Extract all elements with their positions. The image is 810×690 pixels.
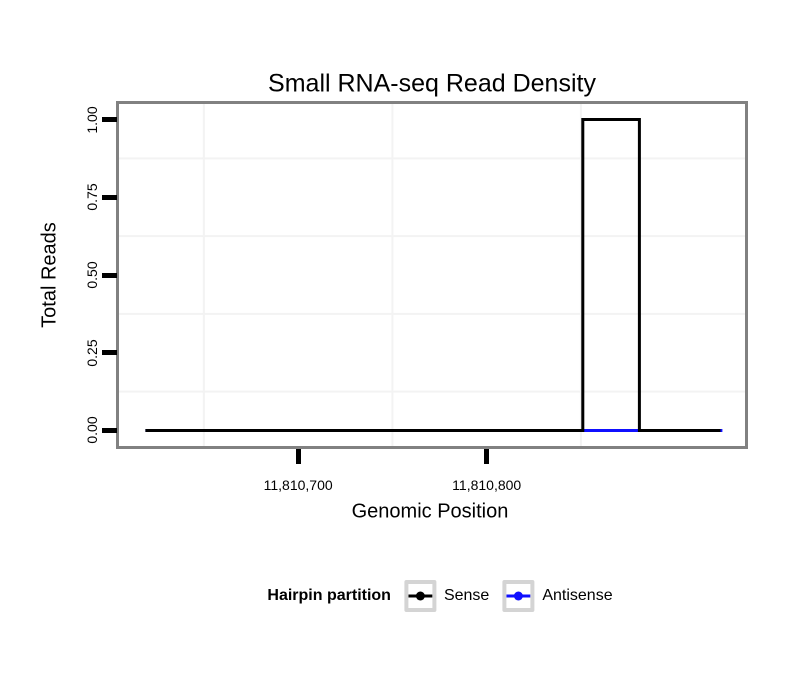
y-tick-mark bbox=[102, 117, 117, 123]
chart-title: Small RNA-seq Read Density bbox=[268, 69, 596, 98]
y-tick-label: 1.00 bbox=[84, 105, 100, 134]
legend-entry-sense: Sense bbox=[403, 580, 490, 612]
y-tick-mark bbox=[102, 194, 117, 200]
antisense-line-point-key-icon bbox=[502, 580, 535, 612]
y-tick-label: 0.75 bbox=[84, 183, 100, 211]
legend-label-sense: Sense bbox=[443, 587, 490, 604]
y-tick-mark bbox=[102, 350, 117, 356]
x-tick-label: 11,810,700 bbox=[263, 477, 333, 493]
x-tick-label: 11,810,800 bbox=[452, 477, 522, 493]
y-tick-mark bbox=[102, 272, 117, 278]
y-tick-label: 0.25 bbox=[84, 339, 100, 367]
x-axis-title: Genomic Position bbox=[351, 500, 509, 523]
x-tick-mark bbox=[295, 449, 301, 464]
series-sense-line bbox=[145, 118, 721, 432]
y-axis-title: Total Reads bbox=[38, 222, 61, 328]
legend: Hairpin partition Sense Antisense bbox=[267, 580, 613, 612]
y-tick-label: 0.00 bbox=[84, 416, 100, 445]
legend-title: Hairpin partition bbox=[267, 587, 391, 604]
sense-line-point-key-icon bbox=[403, 580, 436, 612]
x-tick-mark bbox=[484, 449, 490, 464]
y-tick-mark bbox=[102, 427, 117, 433]
legend-label-antisense: Antisense bbox=[542, 587, 613, 604]
plot-area bbox=[119, 104, 745, 446]
legend-entry-antisense: Antisense bbox=[502, 580, 613, 612]
y-tick-label: 0.50 bbox=[84, 261, 100, 289]
plot-panel bbox=[116, 101, 748, 449]
